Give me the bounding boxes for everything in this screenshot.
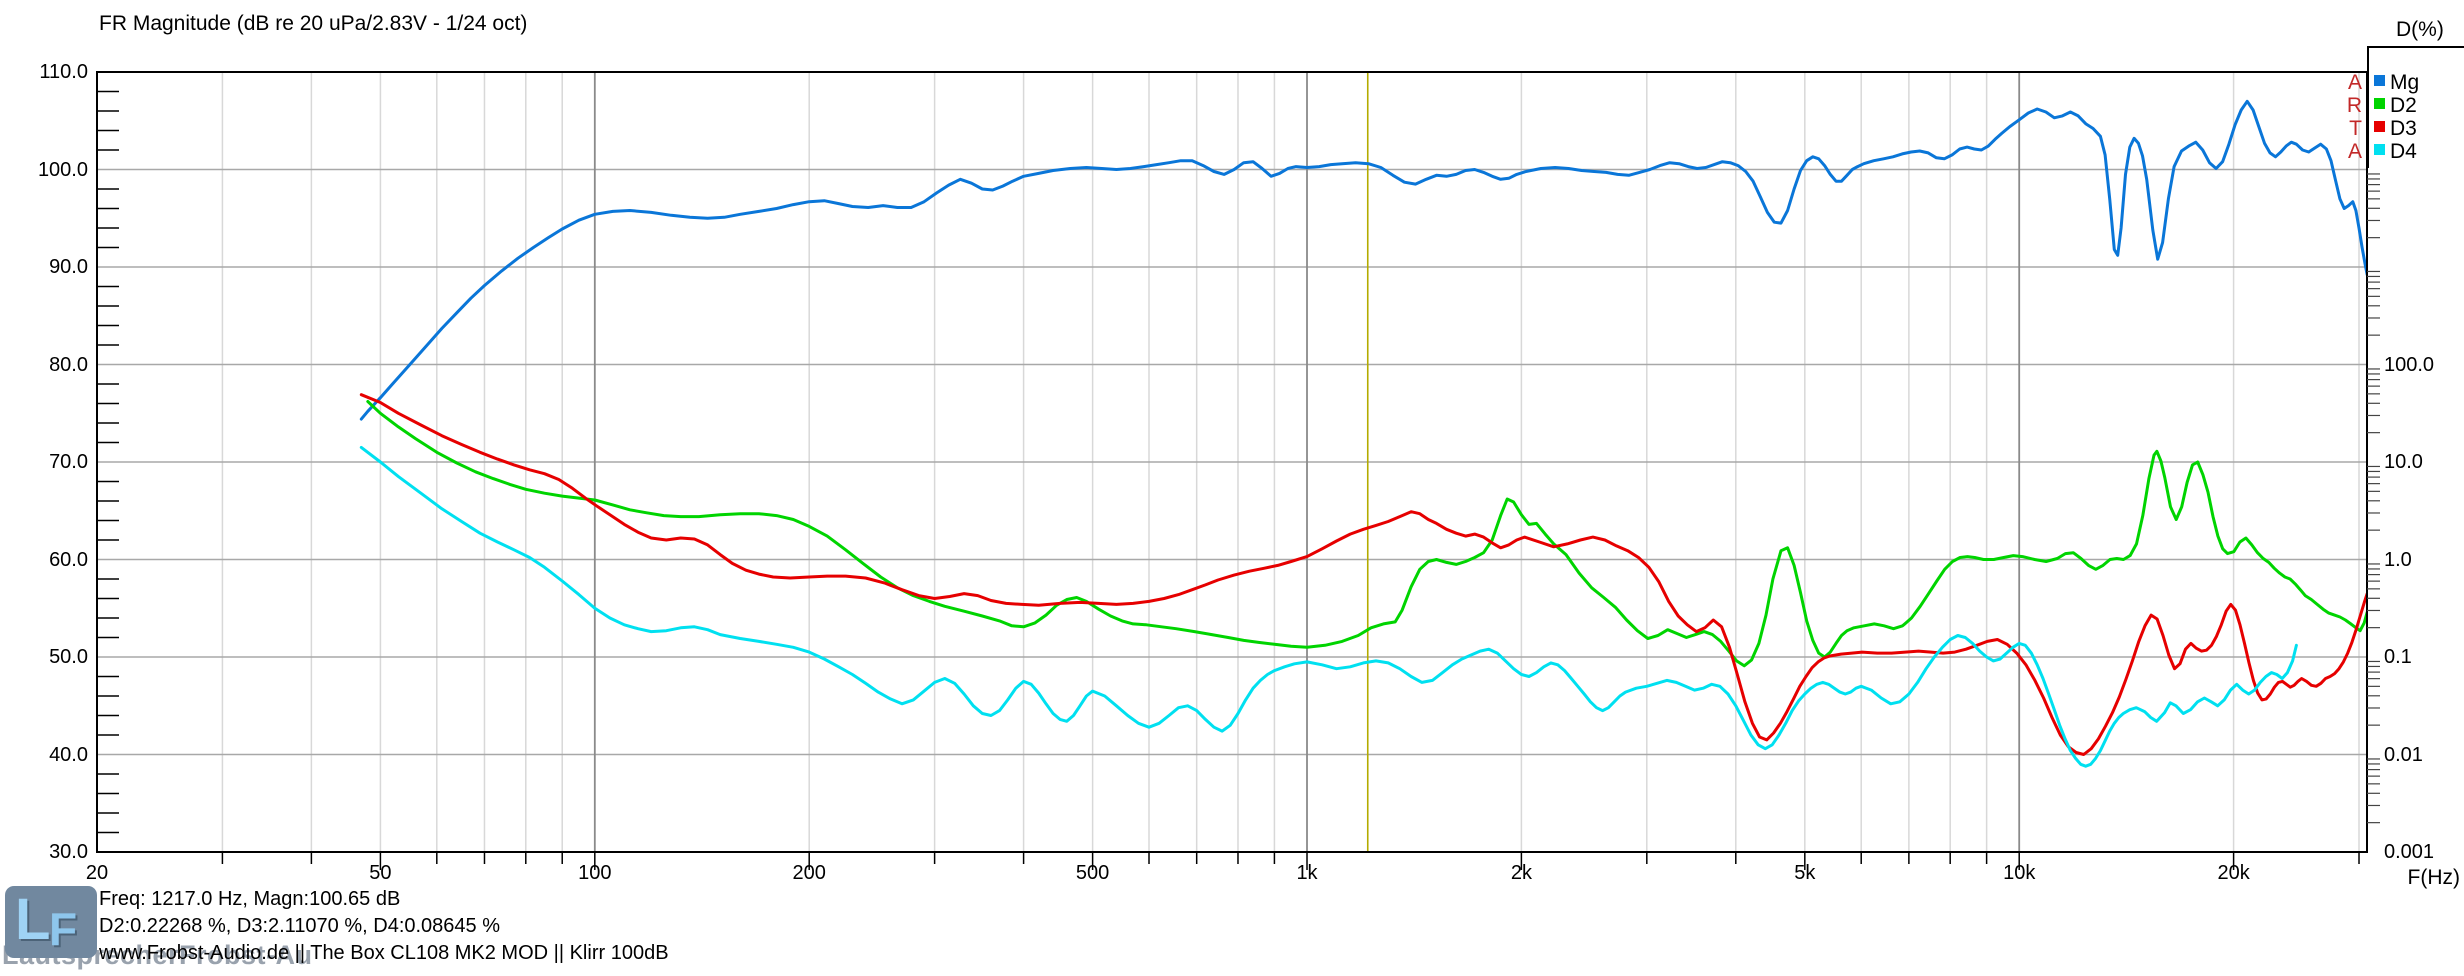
left-axis-tick-label: 50.0 <box>49 646 88 668</box>
plot-border <box>96 71 2368 853</box>
legend-marker-d4 <box>2374 144 2385 155</box>
arta-letter-1: A <box>2347 71 2362 94</box>
bottom-axis-tick-label: 100 <box>578 862 612 884</box>
right-axis-tick-label: 1.0 <box>2384 548 2412 571</box>
left-axis-tick-label: 40.0 <box>49 743 88 766</box>
arta-letter-2: R <box>2346 94 2362 117</box>
bottom-axis-tick-label: 10k <box>2003 862 2036 884</box>
bottom-axis-tick-label: 5k <box>1794 862 1816 884</box>
left-axis-tick-label: 90.0 <box>49 256 88 278</box>
bottom-axis-tick-label: 200 <box>792 862 826 884</box>
curve-d3 <box>359 393 2367 756</box>
bottom-axis-tick-label: 2k <box>1510 862 1532 884</box>
left-axis-tick-label: 100.0 <box>37 158 88 181</box>
left-axis-tick-label: 80.0 <box>49 353 88 376</box>
x-axis-title: F(Hz) <box>2407 866 2460 889</box>
left-axis-tick-label: 30.0 <box>49 841 88 863</box>
left-axis-tick-label: 70.0 <box>49 451 88 473</box>
left-axis-tick-label: 60.0 <box>49 548 88 571</box>
curve-d4 <box>359 445 2298 768</box>
bottom-axis-tick-label: 20k <box>2217 862 2250 884</box>
legend-marker-d2 <box>2374 98 2385 109</box>
curves-group <box>359 99 2367 768</box>
curve-d2 <box>366 400 2367 668</box>
legend-marker-mg <box>2374 75 2385 86</box>
left-axis-tick-label: 110.0 <box>39 61 88 83</box>
logo-letter-f: F <box>49 903 78 955</box>
right-axis-tick-label: 10.0 <box>2384 451 2423 473</box>
bottom-axis-tick-label: 50 <box>369 862 392 884</box>
bottom-axis-tick-label: 20 <box>85 862 109 884</box>
legend-label-d4: D4 <box>2390 140 2417 163</box>
footer-info-text: www.Frobst-Audio.de || The Box CL108 MK2… <box>99 942 669 964</box>
right-axis-tick-label: 0.001 <box>2384 841 2435 863</box>
legend-marker-d3 <box>2374 121 2385 132</box>
bottom-axis-tick-label: 1k <box>1296 862 1318 884</box>
legend-label-d3: D3 <box>2390 117 2417 140</box>
arta-letter-3: T <box>2349 117 2362 140</box>
right-axis-tick-label: 100.0 <box>2384 353 2435 376</box>
legend-label-d2: D2 <box>2390 94 2417 117</box>
lf-logo: L F <box>5 886 97 958</box>
chart-title: FR Magnitude (dB re 20 uPa/2.83V - 1/24 … <box>99 12 528 35</box>
cursor-readout-freq-magn: Freq: 1217.0 Hz, Magn:100.65 dB <box>99 888 401 910</box>
bottom-axis-tick-label: 500 <box>1075 862 1110 884</box>
right-axis-tick-label: 0.01 <box>2384 743 2423 766</box>
right-axis-title: D(%) <box>2396 18 2444 41</box>
cursor-readout-distortion: D2:0.22268 %, D3:2.11070 %, D4:0.08645 % <box>99 915 501 937</box>
legend-label-mg: Mg <box>2390 71 2420 94</box>
curve-mg <box>359 99 2367 421</box>
right-axis-tick-label: 0.1 <box>2384 646 2412 668</box>
logo-letter-l: L <box>15 887 51 952</box>
arta-letter-4: A <box>2347 140 2362 163</box>
